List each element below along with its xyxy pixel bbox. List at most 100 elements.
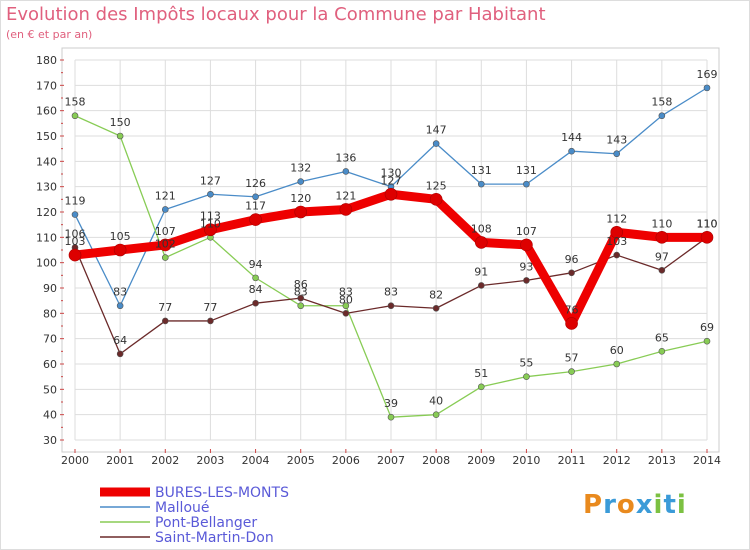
data-label: 130: [381, 167, 402, 180]
data-point: [68, 248, 82, 262]
data-label: 64: [113, 334, 127, 347]
legend-label: Pont-Bellanger: [155, 515, 257, 531]
data-label: 106: [65, 227, 86, 240]
data-point: [432, 304, 440, 312]
data-label: 110: [651, 217, 672, 230]
data-point: [520, 238, 533, 252]
data-label: 69: [700, 321, 714, 334]
data-label: 77: [203, 301, 217, 314]
y-tick-label: 130: [36, 181, 57, 194]
data-point: [161, 206, 169, 213]
data-label: 96: [565, 253, 579, 266]
data-label: 110: [200, 217, 221, 230]
data-label: 86: [294, 278, 308, 291]
data-point: [432, 411, 440, 418]
data-point: [207, 317, 214, 325]
logo-letter: t: [663, 490, 677, 520]
data-label: 82: [429, 288, 443, 301]
data-point: [339, 203, 353, 216]
data-label: 112: [606, 212, 627, 225]
data-label: 107: [516, 225, 537, 238]
data-point: [655, 231, 669, 244]
y-tick-label: 50: [43, 383, 57, 396]
x-tick-label: 2012: [603, 454, 631, 467]
logo-letter: i: [676, 490, 687, 520]
data-point: [252, 299, 259, 307]
chart-title: Evolution des Impôts locaux pour la Comm…: [6, 4, 546, 25]
data-point: [116, 302, 124, 310]
data-label: 147: [426, 124, 447, 137]
data-label: 103: [606, 235, 627, 248]
y-tick-label: 150: [36, 130, 57, 143]
data-label: 127: [200, 174, 221, 187]
y-tick-label: 40: [43, 409, 57, 422]
data-point: [523, 277, 530, 284]
proxiti-logo: Proxiti: [583, 490, 687, 520]
data-label: 94: [249, 258, 263, 271]
data-point: [204, 223, 217, 237]
data-point: [161, 317, 169, 325]
data-label: 169: [697, 68, 718, 81]
data-point: [161, 254, 169, 261]
data-point: [342, 310, 350, 317]
data-point: [613, 150, 621, 158]
data-point: [703, 84, 711, 92]
x-tick-label: 2002: [151, 454, 179, 467]
data-point: [613, 360, 621, 368]
data-point: [342, 302, 350, 310]
y-tick-label: 140: [36, 155, 57, 168]
data-point: [71, 112, 79, 120]
x-tick-label: 2010: [512, 454, 540, 467]
data-label: 57: [565, 352, 579, 365]
data-point: [523, 180, 530, 188]
x-tick-label: 2004: [242, 454, 270, 467]
y-tick-label: 170: [36, 79, 57, 92]
data-point: [297, 294, 305, 302]
x-tick-label: 2011: [558, 454, 586, 467]
data-label: 83: [384, 286, 398, 299]
data-label: 126: [245, 177, 266, 190]
legend: BURES-LES-MONTSMallouéPont-BellangerSain…: [100, 485, 289, 546]
data-label: 150: [110, 116, 131, 129]
y-tick-label: 60: [43, 358, 57, 371]
y-tick-label: 120: [36, 206, 57, 219]
data-point: [658, 112, 666, 120]
logo-letter: P: [583, 490, 604, 520]
legend-label: BURES-LES-MONTS: [155, 485, 289, 501]
data-label: 77: [158, 301, 172, 314]
data-point: [477, 282, 485, 289]
data-label: 108: [471, 222, 492, 235]
data-label: 51: [474, 367, 488, 380]
data-point: [703, 337, 711, 345]
data-label: 84: [249, 283, 263, 296]
data-label: 113: [200, 210, 221, 223]
data-label: 121: [335, 189, 356, 202]
data-point: [700, 231, 714, 244]
x-tick-label: 2001: [106, 454, 134, 467]
y-tick-label: 70: [43, 333, 57, 346]
data-label: 93: [519, 260, 533, 273]
data-point: [613, 251, 621, 259]
data-label: 83: [339, 286, 353, 299]
data-point: [297, 302, 305, 310]
data-point: [116, 350, 124, 358]
data-label: 39: [384, 397, 398, 410]
data-label: 110: [697, 217, 718, 230]
data-label: 40: [429, 395, 443, 408]
data-point: [565, 317, 578, 330]
data-point: [249, 213, 262, 226]
data-label: 102: [155, 238, 176, 251]
data-point: [113, 243, 127, 257]
x-tick-label: 2000: [61, 454, 89, 467]
legend-label: Malloué: [155, 500, 210, 516]
y-tick-label: 110: [36, 231, 57, 244]
x-tick-label: 2008: [422, 454, 450, 467]
data-point: [116, 132, 124, 140]
data-label: 107: [155, 225, 176, 238]
data-point: [297, 178, 305, 185]
x-tick-label: 2014: [693, 454, 721, 467]
logo-letter: r: [603, 490, 617, 520]
data-point: [158, 238, 172, 252]
legend-label: Saint-Martin-Don: [155, 530, 274, 546]
